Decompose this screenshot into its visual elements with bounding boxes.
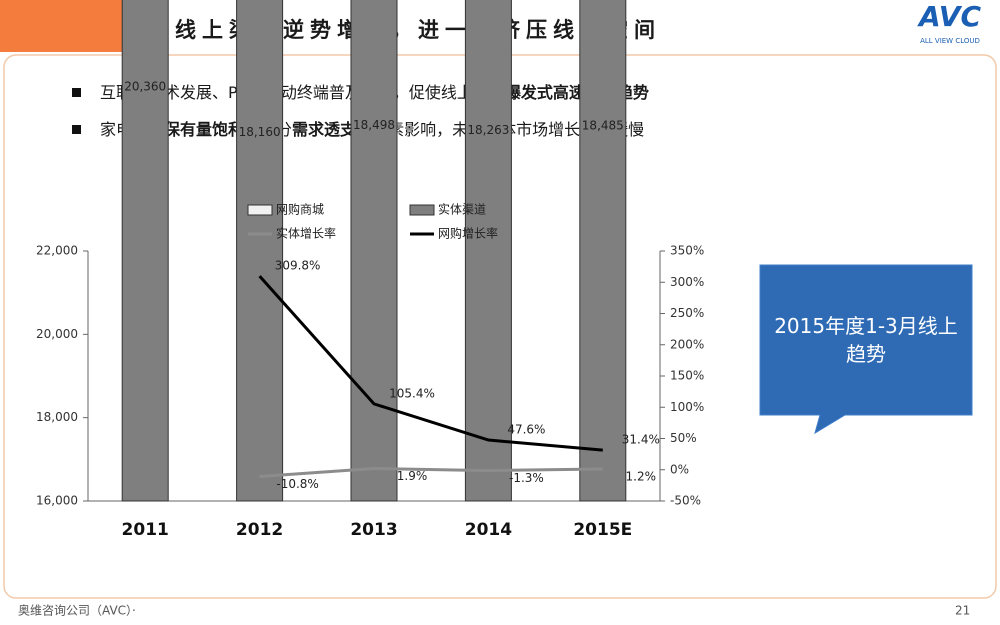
y2-tick-label: 350% (670, 244, 704, 258)
bullet-segment: 需求透支 (292, 120, 357, 139)
callout-box (759, 264, 973, 435)
y-tick-label: 20,000 (36, 327, 78, 341)
y-tick-label: 16,000 (36, 494, 78, 508)
bullet-mark (72, 88, 81, 97)
x-tick-label: 2011 (122, 520, 169, 540)
bullet-mark (72, 125, 81, 134)
y2-tick-label: 150% (670, 369, 704, 383)
footer-text: 奥维咨询公司（AVC）· (18, 603, 136, 618)
logo-sub: ALL VIEW CLOUD (920, 37, 980, 45)
legend-swatch (409, 204, 435, 216)
bar (121, 0, 169, 502)
line (258, 275, 603, 452)
legend-label: 实体增长率 (276, 226, 336, 241)
callout-text: 2015年度1-3月线上趋势 (774, 314, 958, 366)
y2-tick-label: 250% (670, 306, 704, 320)
y2-tick-label: -50% (670, 494, 701, 508)
y-tick-label: 22,000 (36, 244, 78, 258)
line-value-label: 47.6% (507, 423, 545, 437)
page-number: 21 (955, 604, 970, 618)
y2-tick-label: 0% (670, 462, 689, 476)
legend-label: 实体渠道 (438, 202, 486, 217)
y-tick-label: 18,000 (36, 410, 78, 424)
bar-value-label: 18,485 (582, 118, 624, 132)
line-value-label: 31.4% (622, 433, 660, 447)
bar (464, 0, 512, 502)
x-tick-label: 2012 (236, 520, 283, 540)
bar-value-label: 18,160 (239, 125, 281, 139)
y2-tick-label: 300% (670, 275, 704, 289)
logo: AVC (917, 0, 981, 33)
bullet-segment: 互联网技术发展、PC及移动终端普及应用，促使线上销售 (100, 83, 505, 102)
bullet-segment: 保有量饱和 (163, 120, 244, 139)
bar (236, 0, 284, 502)
bar-value-label: 20,360 (124, 79, 166, 93)
line-value-label: 1.2% (626, 470, 657, 484)
bar-value-label: 18,498 (353, 118, 395, 132)
x-tick-label: 2013 (350, 520, 397, 540)
bar-value-label: 18,263 (467, 123, 509, 137)
x-tick-label: 2014 (465, 520, 512, 540)
line-value-label: 105.4% (389, 386, 435, 400)
bullet-segment: 爆发式高速增长趋势 (505, 83, 649, 102)
y2-tick-label: 50% (670, 431, 697, 445)
bar (350, 0, 398, 502)
bar (579, 0, 627, 502)
legend-label: 网购增长率 (438, 226, 498, 241)
legend-label: 网购商城 (276, 202, 324, 217)
y2-tick-label: 200% (670, 337, 704, 351)
line-value-label: -1.3% (509, 471, 544, 485)
x-tick-label: 2015E (573, 520, 632, 540)
line-value-label: 1.9% (397, 469, 428, 483)
line-value-label: -10.8% (276, 477, 318, 491)
line-value-label: 309.8% (275, 259, 321, 273)
legend-swatch (247, 204, 273, 216)
y2-tick-label: 100% (670, 400, 704, 414)
line (259, 467, 603, 478)
